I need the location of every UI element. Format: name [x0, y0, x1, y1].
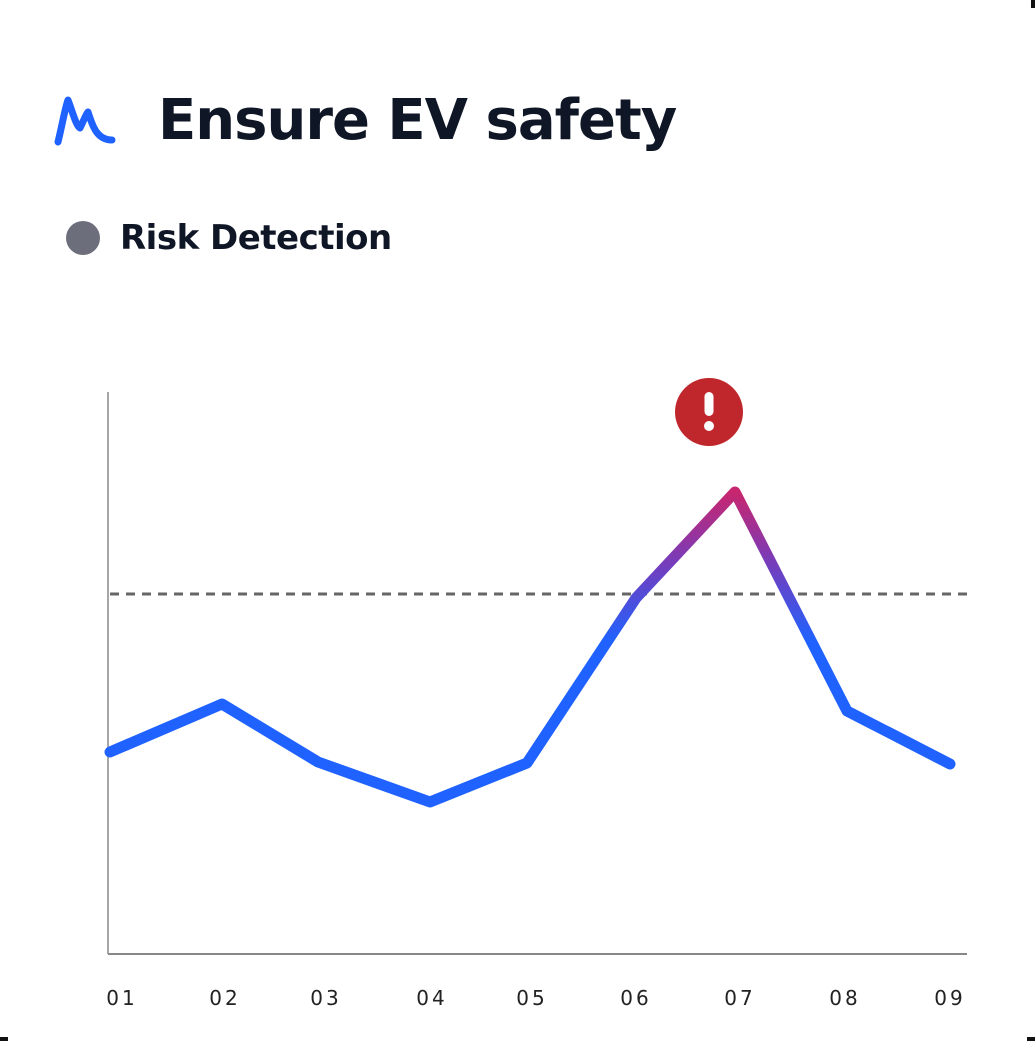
x-tick-label: 09 — [934, 986, 966, 1010]
x-tick-label: 03 — [310, 986, 342, 1010]
corner-mark-br — [1027, 1037, 1035, 1041]
legend-label: Risk Detection — [120, 218, 392, 258]
header: Ensure EV safety — [52, 88, 677, 153]
alert-icon — [675, 378, 743, 446]
x-tick-label: 06 — [620, 986, 652, 1010]
page-title: Ensure EV safety — [158, 88, 677, 153]
peak-line-logo-icon — [54, 96, 116, 145]
x-tick-label: 08 — [829, 986, 861, 1010]
legend-dot — [66, 221, 100, 255]
corner-mark-tr — [1031, 0, 1035, 8]
x-tick-label: 01 — [106, 986, 138, 1010]
x-tick-label: 04 — [416, 986, 448, 1010]
x-tick-label: 05 — [516, 986, 548, 1010]
risk-series-line — [104, 486, 956, 808]
corner-mark-bl — [0, 1037, 8, 1041]
x-tick-label: 07 — [724, 986, 756, 1010]
x-tick-label: 02 — [209, 986, 241, 1010]
legend: Risk Detection — [66, 218, 392, 258]
